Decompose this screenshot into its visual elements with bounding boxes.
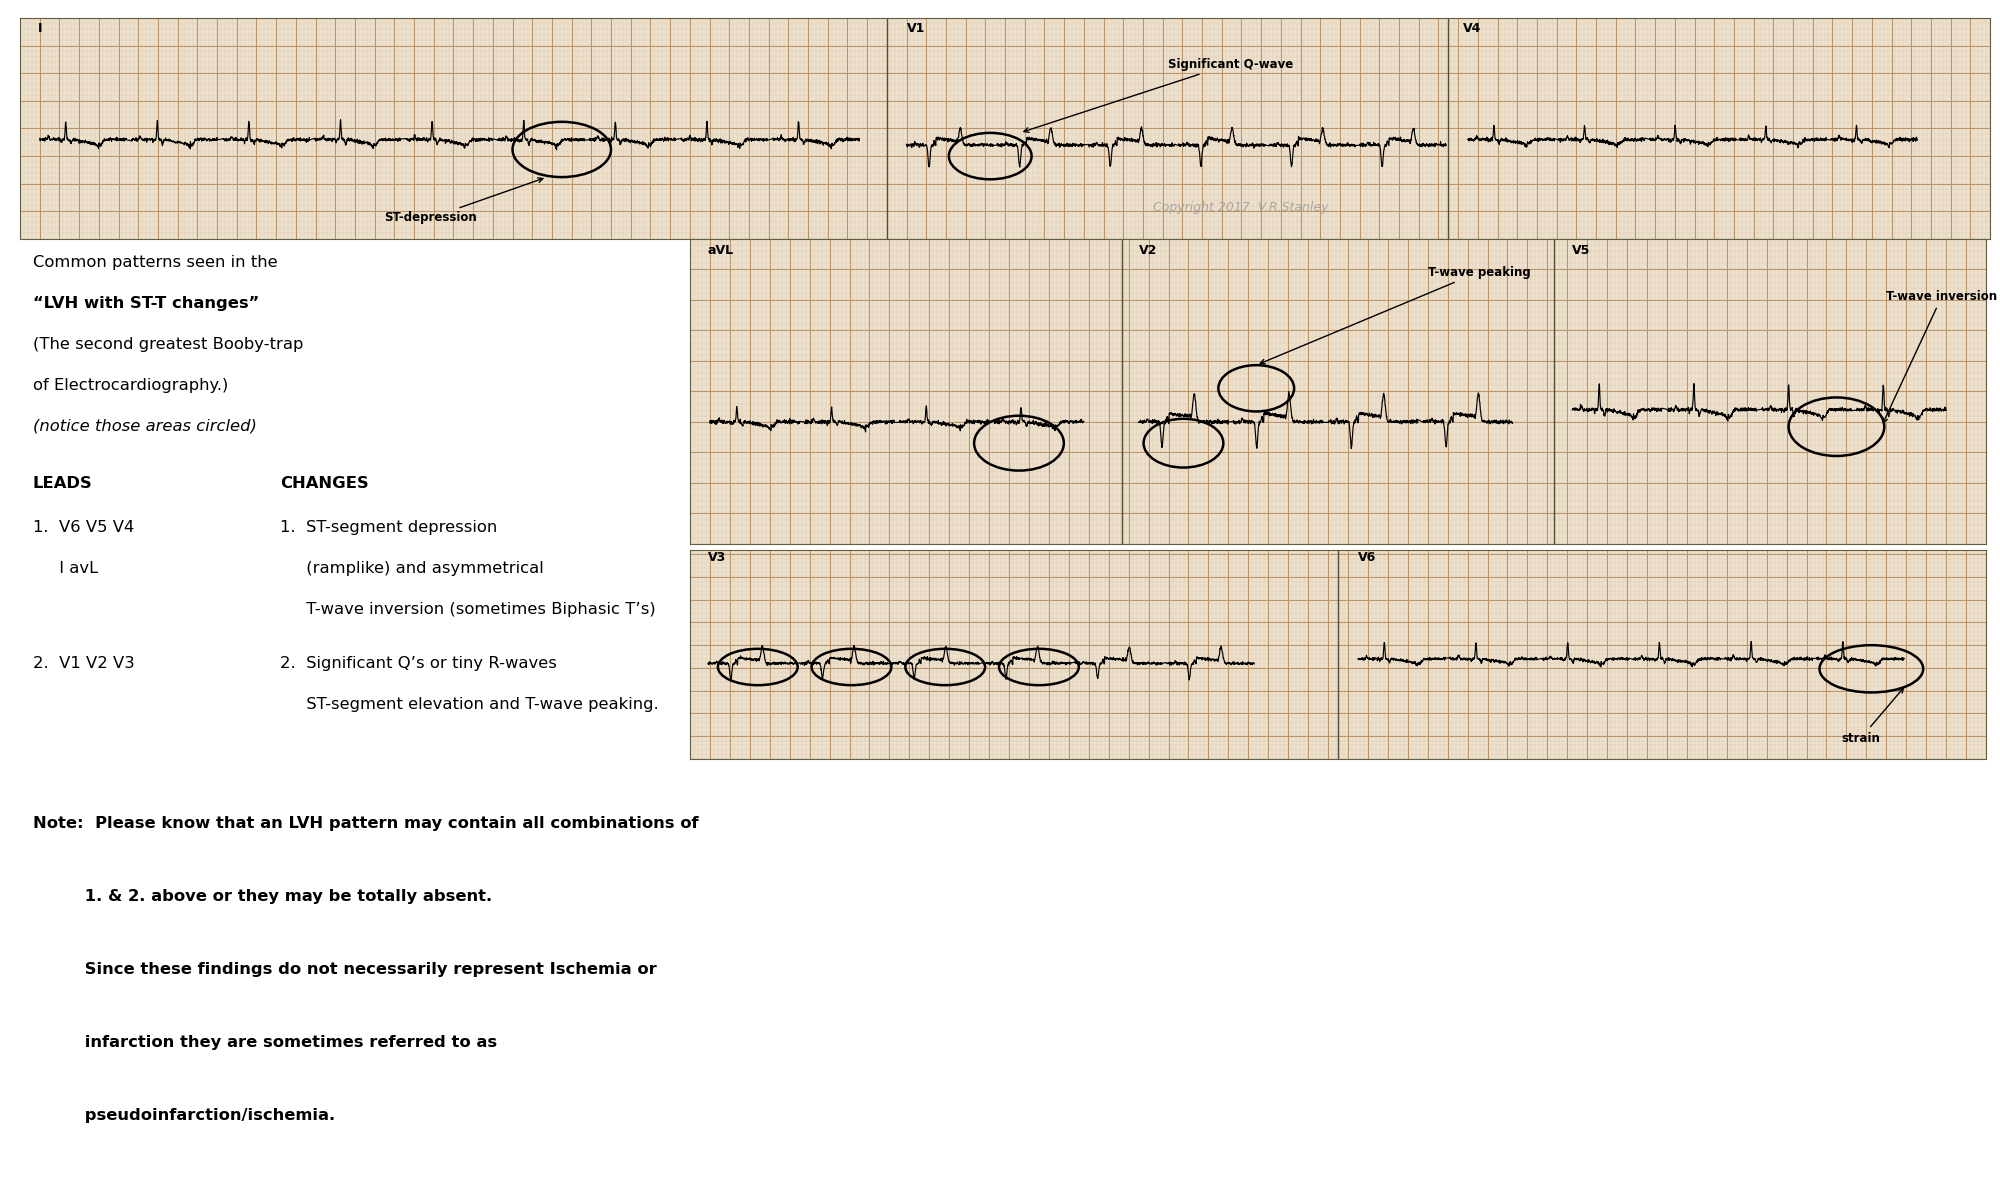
Text: (notice those areas circled): (notice those areas circled) [32, 418, 256, 434]
Text: strain: strain [1842, 688, 1904, 744]
Text: CHANGES: CHANGES [280, 476, 368, 490]
Text: Since these findings do not necessarily represent Ischemia or: Since these findings do not necessarily … [32, 962, 656, 978]
Text: 2.  V1 V2 V3: 2. V1 V2 V3 [32, 656, 134, 672]
Text: (The second greatest Booby-trap: (The second greatest Booby-trap [32, 337, 304, 351]
Text: V5: V5 [1572, 244, 1590, 257]
Text: V2: V2 [1138, 244, 1156, 257]
Text: (ramplike) and asymmetrical: (ramplike) and asymmetrical [280, 560, 544, 576]
Text: T-wave inversion: T-wave inversion [1882, 290, 1998, 423]
Text: of Electrocardiography.): of Electrocardiography.) [32, 378, 228, 393]
Text: 1. & 2. above or they may be totally absent.: 1. & 2. above or they may be totally abs… [32, 889, 492, 905]
Text: “LVH with ST-T changes”: “LVH with ST-T changes” [32, 296, 260, 311]
Text: Common patterns seen in the: Common patterns seen in the [32, 256, 278, 270]
Text: 1.  ST-segment depression: 1. ST-segment depression [280, 520, 498, 535]
Text: V1: V1 [906, 22, 924, 35]
Text: LEADS: LEADS [32, 476, 92, 490]
Text: Copyright 2017  V.R.Stanley: Copyright 2017 V.R.Stanley [1152, 202, 1328, 214]
Text: ST-depression: ST-depression [384, 178, 542, 225]
Text: T-wave inversion (sometimes Biphasic T’s): T-wave inversion (sometimes Biphasic T’s… [280, 601, 656, 617]
Text: V3: V3 [708, 551, 726, 564]
Text: aVL: aVL [708, 244, 734, 257]
Text: I avL: I avL [32, 560, 98, 576]
Text: infarction they are sometimes referred to as: infarction they are sometimes referred t… [32, 1035, 498, 1050]
Text: Note:  Please know that an LVH pattern may contain all combinations of: Note: Please know that an LVH pattern ma… [32, 816, 698, 832]
Text: ST-segment elevation and T-wave peaking.: ST-segment elevation and T-wave peaking. [280, 697, 658, 712]
Text: 2.  Significant Q’s or tiny R-waves: 2. Significant Q’s or tiny R-waves [280, 656, 556, 672]
Text: pseudoinfarction/ischemia.: pseudoinfarction/ischemia. [32, 1108, 336, 1123]
Text: I: I [38, 22, 42, 35]
Text: Significant Q-wave: Significant Q-wave [1024, 57, 1292, 133]
Text: T-wave peaking: T-wave peaking [1260, 265, 1530, 363]
Text: 1.  V6 V5 V4: 1. V6 V5 V4 [32, 520, 134, 535]
Text: V6: V6 [1358, 551, 1376, 564]
Text: V4: V4 [1464, 22, 1482, 35]
